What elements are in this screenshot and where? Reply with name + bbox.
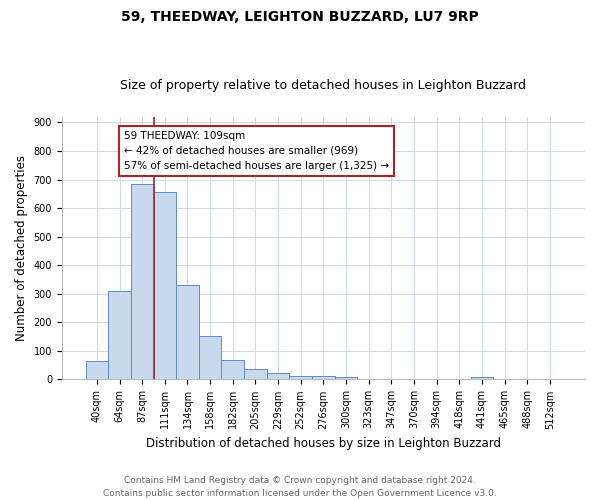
Bar [176, 285, 199, 380]
Y-axis label: Number of detached properties: Number of detached properties [15, 155, 28, 341]
X-axis label: Distribution of detached houses by size in Leighton Buzzard: Distribution of detached houses by size … [146, 437, 501, 450]
Text: 59 THEEDWAY: 109sqm
← 42% of detached houses are smaller (969)
57% of semi-detac: 59 THEEDWAY: 109sqm ← 42% of detached ho… [124, 131, 389, 170]
Bar [221, 360, 244, 380]
Text: Contains HM Land Registry data © Crown copyright and database right 2024.
Contai: Contains HM Land Registry data © Crown c… [103, 476, 497, 498]
Bar [470, 376, 493, 380]
Bar [108, 291, 131, 380]
Title: Size of property relative to detached houses in Leighton Buzzard: Size of property relative to detached ho… [121, 79, 526, 92]
Text: 59, THEEDWAY, LEIGHTON BUZZARD, LU7 9RP: 59, THEEDWAY, LEIGHTON BUZZARD, LU7 9RP [121, 10, 479, 24]
Bar [267, 373, 289, 380]
Bar [154, 192, 176, 380]
Bar [312, 376, 335, 380]
Bar [199, 336, 221, 380]
Bar [86, 361, 108, 380]
Bar [244, 370, 267, 380]
Bar [335, 377, 358, 380]
Bar [131, 184, 154, 380]
Bar [289, 376, 312, 380]
